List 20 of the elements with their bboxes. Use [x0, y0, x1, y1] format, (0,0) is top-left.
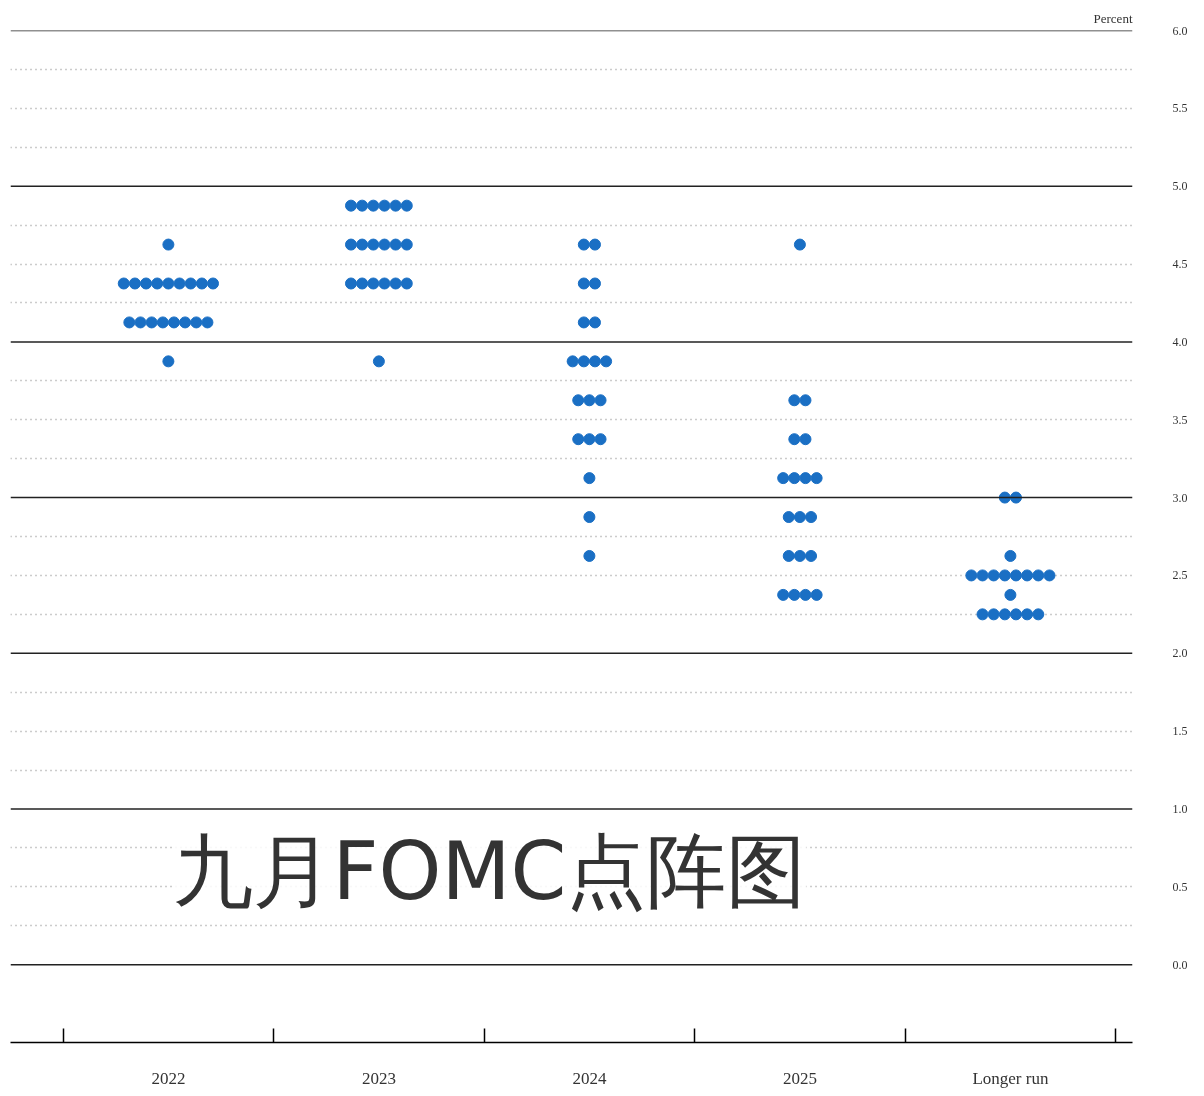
- y-tick-label: 0.0: [1172, 957, 1188, 972]
- x-tick-label: 2024: [572, 1068, 607, 1088]
- x-tick-label: 2022: [151, 1068, 186, 1088]
- y-tick-label: 1.5: [1172, 724, 1188, 739]
- x-tick-label: Longer run: [972, 1068, 1049, 1088]
- x-tick-label: 2025: [782, 1068, 817, 1088]
- y-tick-label: 5.0: [1172, 179, 1188, 194]
- y-tick-label: 2.0: [1172, 646, 1188, 661]
- y-tick-label: 3.0: [1172, 490, 1188, 505]
- y-axis-title: Percent: [1093, 10, 1133, 26]
- x-tick-label: 2023: [361, 1068, 396, 1088]
- y-tick-label: 1.0: [1172, 801, 1188, 816]
- y-tick-label: 0.5: [1172, 879, 1188, 894]
- y-tick-label: 3.5: [1172, 412, 1188, 427]
- y-tick-label: 5.5: [1172, 101, 1188, 116]
- y-tick-label: 4.0: [1172, 334, 1188, 349]
- y-tick-label: 2.5: [1172, 568, 1188, 583]
- y-tick-label: 6.0: [1172, 23, 1188, 38]
- y-tick-label: 4.5: [1172, 257, 1188, 272]
- annotation: 九月FOMC点阵图: [172, 824, 807, 918]
